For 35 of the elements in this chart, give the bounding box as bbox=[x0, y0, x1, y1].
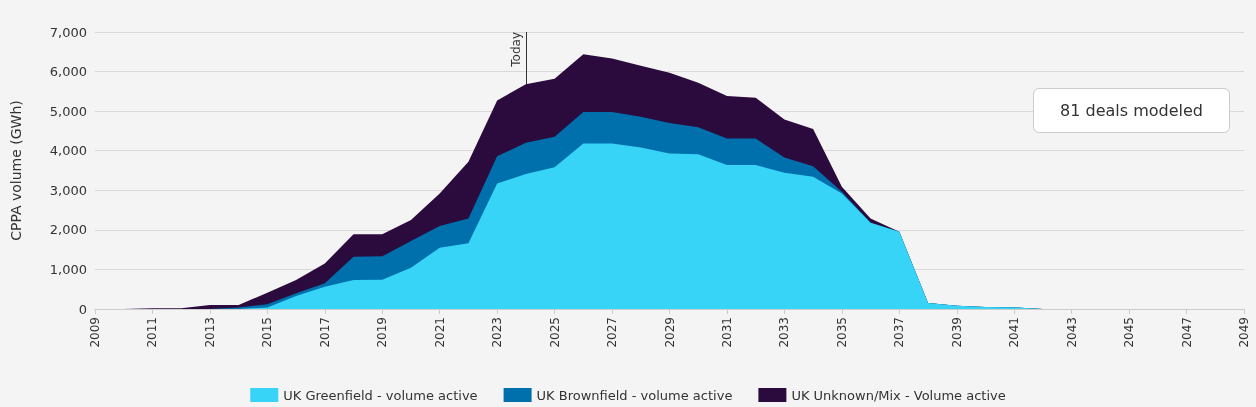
y-tick-label: 0 bbox=[78, 301, 87, 317]
y-tick-label: 6,000 bbox=[49, 64, 87, 80]
x-tick-label: 2015 bbox=[260, 317, 275, 348]
x-tick-label: 2025 bbox=[547, 317, 562, 348]
x-tick-label: 2039 bbox=[949, 317, 964, 348]
x-tick-label: 2035 bbox=[834, 317, 849, 348]
y-tick-label: 2,000 bbox=[49, 222, 87, 238]
x-tick-label: 2041 bbox=[1007, 317, 1022, 348]
x-tick-label: 2049 bbox=[1237, 317, 1251, 348]
x-tick-label: 2037 bbox=[892, 317, 907, 348]
y-tick-label: 1,000 bbox=[49, 261, 87, 277]
x-tick-label: 2033 bbox=[777, 317, 792, 348]
x-tick-label: 2013 bbox=[202, 317, 217, 348]
y-tick-label: 5,000 bbox=[49, 103, 87, 119]
x-tick-label: 2045 bbox=[1122, 317, 1137, 348]
ref-line-label: Today bbox=[508, 32, 523, 68]
x-tick-label: 2031 bbox=[719, 317, 734, 348]
x-tick-label: 2009 bbox=[88, 317, 102, 348]
x-tick-label: 2043 bbox=[1064, 317, 1079, 348]
y-axis-title: CPPA volume (GWh) bbox=[8, 100, 24, 241]
x-tick-label: 2011 bbox=[145, 317, 160, 348]
x-tick-label: 2023 bbox=[490, 317, 505, 348]
legend-label: UK Greenfield - volume active bbox=[283, 387, 478, 403]
x-tick-label: 2029 bbox=[662, 317, 677, 348]
legend-label: UK Brownfield - volume active bbox=[536, 387, 733, 403]
x-tick-label: 2027 bbox=[605, 317, 620, 348]
x-tick-label: 2047 bbox=[1179, 317, 1194, 348]
x-tick-label: 2017 bbox=[317, 317, 332, 348]
x-tick-label: 2019 bbox=[375, 317, 390, 348]
note-box: 81 deals modeled bbox=[1033, 88, 1230, 133]
x-tick-label: 2021 bbox=[432, 317, 447, 348]
y-tick-label: 3,000 bbox=[49, 182, 87, 198]
y-tick-label: 7,000 bbox=[49, 24, 87, 40]
legend-label: UK Unknown/Mix - Volume active bbox=[791, 387, 1006, 403]
y-tick-label: 4,000 bbox=[49, 143, 87, 159]
